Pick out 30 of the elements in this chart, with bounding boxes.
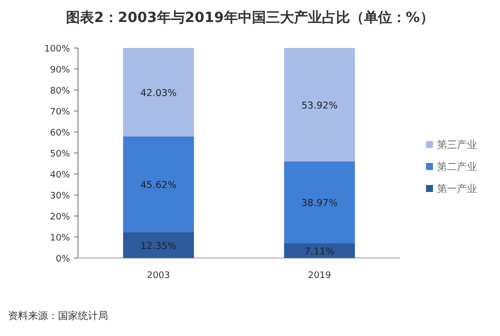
- y-tick-label: 90%: [50, 66, 70, 76]
- y-tick-label: 40%: [50, 170, 70, 180]
- data-label: 53.92%: [301, 100, 338, 112]
- x-tick-label: 2019: [308, 271, 332, 281]
- legend-label: 第三产业: [437, 139, 477, 151]
- data-label: 38.97%: [301, 198, 338, 210]
- data-label: 7.11%: [304, 246, 335, 258]
- legend-label: 第二产业: [437, 161, 477, 173]
- x-tick-label: 2003: [147, 271, 170, 281]
- y-tick-label: 60%: [50, 128, 70, 138]
- y-tick-label: 10%: [50, 234, 70, 244]
- text: 资料来源：国家统计局: [8, 310, 108, 322]
- bar: [284, 243, 355, 258]
- y-tick-label: 100%: [44, 44, 70, 54]
- bar: [284, 161, 355, 244]
- bar: [123, 232, 194, 258]
- y-tick-label: 20%: [50, 212, 70, 222]
- data-label: 45.62%: [140, 180, 177, 192]
- bar: [123, 136, 194, 232]
- data-label: 42.03%: [140, 88, 177, 100]
- y-tick-label: 50%: [50, 150, 70, 160]
- data-label: 12.35%: [140, 241, 177, 252]
- bar: [284, 48, 355, 162]
- y-tick-label: 0%: [56, 254, 70, 264]
- y-tick-label: 70%: [50, 108, 70, 118]
- y-tick-label: 30%: [50, 192, 70, 202]
- legend-label: 第一产业: [437, 183, 477, 195]
- bar: [123, 48, 194, 136]
- y-tick-label: 80%: [50, 86, 70, 96]
- chart-title: 图表2：2003年与2019年中国三大产业占比（单位：%）: [66, 9, 434, 26]
